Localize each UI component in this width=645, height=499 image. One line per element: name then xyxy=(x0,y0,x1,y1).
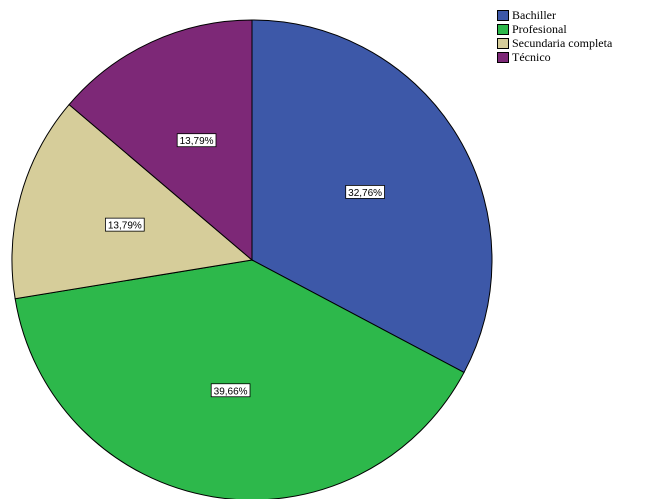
data-label-text-bachiller: 32,76% xyxy=(348,188,382,199)
pie-data-labels: 32,76% 39,66% 13,79% 13,79% xyxy=(105,133,385,398)
data-label-box-bachiller xyxy=(345,185,385,199)
data-label-box-secundaria-completa xyxy=(105,217,145,232)
legend-label-secundaria-completa: Secundaria completa xyxy=(512,36,613,50)
legend-item-tecnico: Técnico xyxy=(497,50,612,64)
legend-item-profesional: Profesional xyxy=(497,22,612,36)
legend-swatch-tecnico xyxy=(497,51,509,63)
legend-item-bachiller: Bachiller xyxy=(497,8,612,22)
data-label-bachiller: 32,76% xyxy=(345,185,385,199)
legend-label-bachiller: Bachiller xyxy=(512,8,556,22)
pie-slice-tecnico xyxy=(68,19,253,262)
legend-label-tecnico: Técnico xyxy=(512,50,551,64)
legend-label-profesional: Profesional xyxy=(512,22,567,36)
data-label-tecnico: 13,79% xyxy=(176,133,217,148)
data-label-secundaria-completa: 13,79% xyxy=(105,217,145,232)
legend: Bachiller Profesional Secundaria complet… xyxy=(497,8,612,64)
pie-slices xyxy=(11,19,493,499)
pie-slice-secundaria-completa xyxy=(11,103,254,300)
legend-swatch-profesional xyxy=(497,23,509,35)
legend-item-secundaria-completa: Secundaria completa xyxy=(497,36,612,50)
legend-swatch-secundaria-completa xyxy=(497,37,509,49)
data-label-profesional: 39,66% xyxy=(210,383,251,398)
data-label-text-tecnico: 13,79% xyxy=(180,136,214,147)
data-label-box-profesional xyxy=(210,383,251,398)
data-label-text-secundaria-completa: 13,79% xyxy=(108,221,142,232)
data-label-text-profesional: 39,66% xyxy=(214,386,248,397)
legend-swatch-bachiller xyxy=(497,9,509,21)
pie-slice-profesional xyxy=(14,259,465,499)
data-label-box-tecnico xyxy=(176,133,217,148)
